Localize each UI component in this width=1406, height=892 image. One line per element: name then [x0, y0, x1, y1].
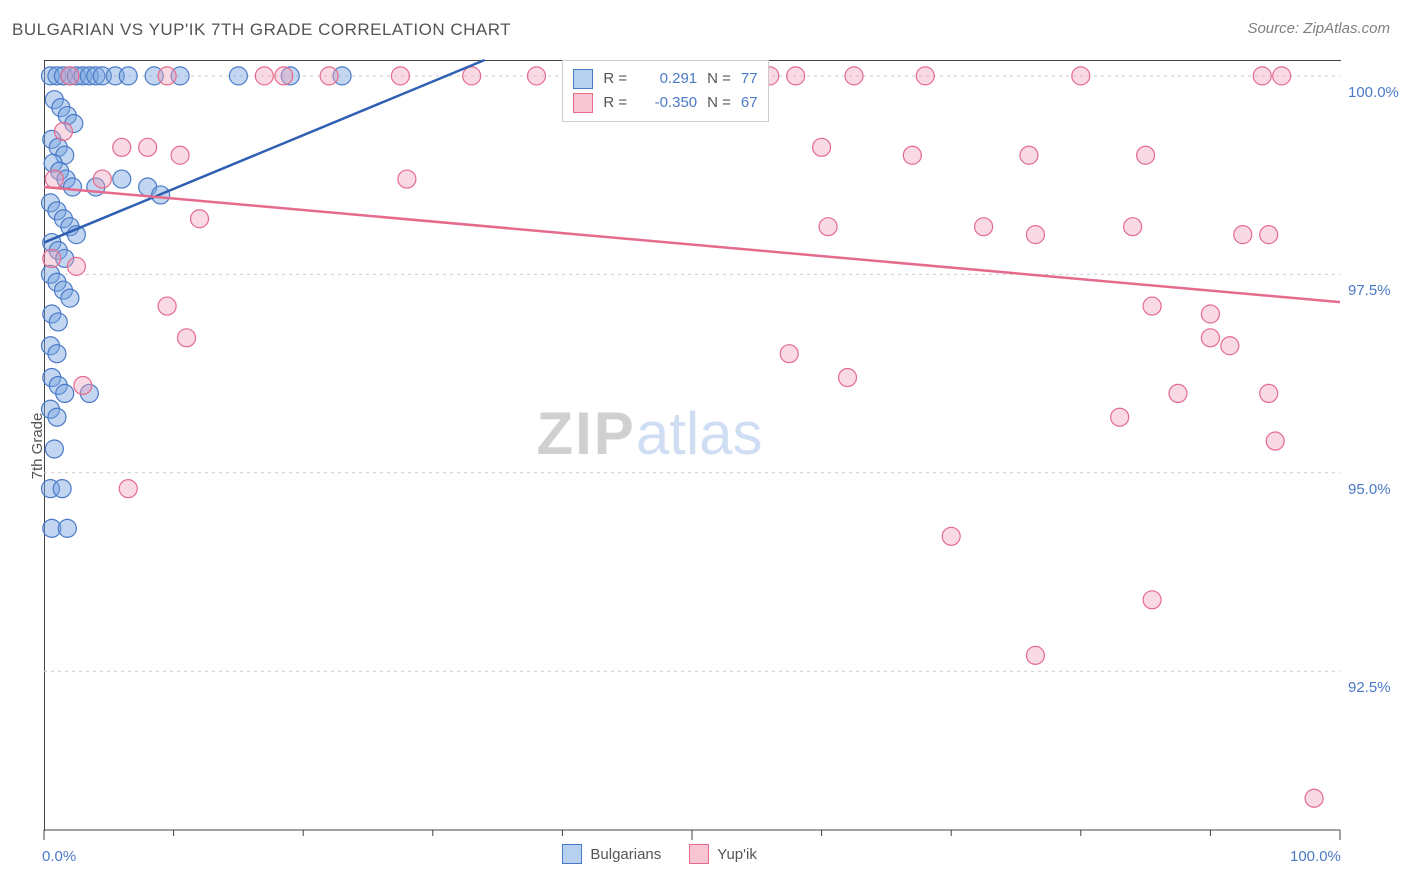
stats-row: R = -0.350 N = 67 [573, 91, 757, 115]
bottom-legend: Bulgarians Yup'ik [562, 844, 756, 864]
legend-item: Bulgarians [562, 844, 661, 864]
stats-row: R = 0.291 N = 77 [573, 67, 757, 91]
stats-r-label: R = [603, 67, 627, 91]
legend-label: Yup'ik [717, 846, 757, 863]
stats-r-value: -0.350 [637, 91, 697, 115]
ytick-label: 95.0% [1348, 481, 1391, 498]
plot-svg [0, 0, 1406, 892]
stats-n-value: 67 [741, 91, 758, 115]
ytick-label: 92.5% [1348, 679, 1391, 696]
stats-r-label: R = [603, 91, 627, 115]
stats-n-label: N = [707, 67, 731, 91]
stats-n-label: N = [707, 91, 731, 115]
chart-container: BULGARIAN VS YUP'IK 7TH GRADE CORRELATIO… [0, 0, 1406, 892]
legend-swatch [562, 844, 582, 864]
ytick-label: 100.0% [1348, 84, 1399, 101]
stats-legend-box: R = 0.291 N = 77R = -0.350 N = 67 [562, 60, 768, 122]
stats-swatch [573, 93, 593, 113]
ytick-label: 97.5% [1348, 282, 1391, 299]
xtick-label: 100.0% [1290, 848, 1341, 865]
stats-n-value: 77 [741, 67, 758, 91]
stats-r-value: 0.291 [637, 67, 697, 91]
stats-swatch [573, 69, 593, 89]
xtick-label: 0.0% [42, 848, 76, 865]
legend-item: Yup'ik [689, 844, 757, 864]
legend-swatch [689, 844, 709, 864]
legend-label: Bulgarians [590, 846, 661, 863]
